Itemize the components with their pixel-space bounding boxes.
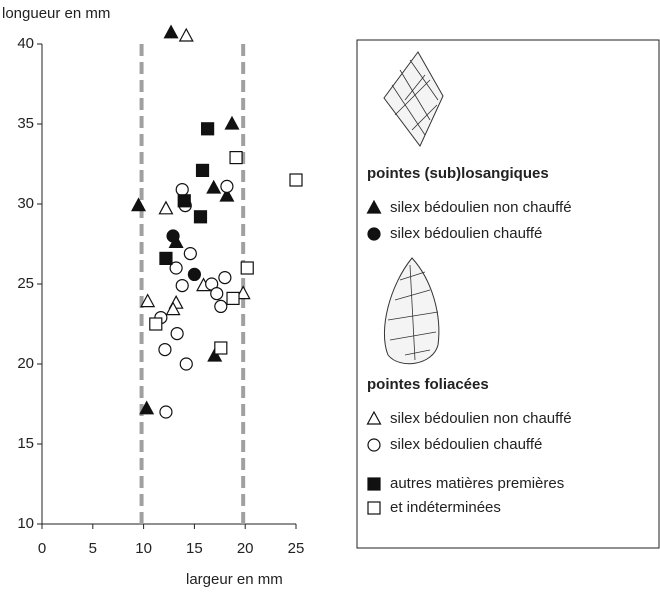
x-tick-label: 20 [237,540,254,557]
triangle-point [140,293,156,308]
triangle-point [219,187,235,202]
legend-box [356,39,660,549]
circle-point [214,299,228,313]
x-tick-label: 10 [135,540,152,557]
triangle-point [163,24,179,39]
square-point [229,151,243,165]
circle-point [183,247,197,261]
square-point [193,210,208,224]
legend-marker [367,501,381,515]
legend-group-title: pointes foliacées [367,376,489,393]
triangle-point [206,179,222,194]
legend-label: et indéterminées [390,499,501,516]
legend-label: silex bédoulien non chauffé [390,199,572,216]
triangle-point [158,200,174,215]
x-tick-label: 15 [186,540,203,557]
circle-point [170,327,184,341]
legend-marker [367,438,381,452]
y-tick-label: 25 [17,275,34,292]
circle-point [187,267,201,281]
square-point [201,122,215,136]
square-point [214,341,228,355]
square-point [149,317,163,331]
legend-group-title: pointes (sub)losangiques [367,165,549,182]
rhombus-point-drawing [383,51,444,147]
y-tick-label: 15 [17,435,34,452]
circle-point [175,279,189,293]
square-point [289,173,303,187]
square-point [177,194,191,208]
triangle-point [178,27,194,42]
legend-marker [366,199,382,214]
y-tick-label: 10 [17,515,34,532]
x-tick-label: 25 [288,540,305,557]
leaf-point-drawing [383,257,440,365]
circle-point [220,179,234,193]
square-point [240,261,254,275]
legend-label: silex bédoulien chauffé [390,225,542,242]
circle-point [159,405,173,419]
triangle-point [207,347,223,362]
circle-point [158,343,172,357]
legend-label: autres matières premières [390,475,564,492]
legend-marker [367,477,381,491]
square-point [226,291,240,305]
x-axis-label: largeur en mm [186,571,283,588]
y-tick-label: 35 [17,115,34,132]
circle-point [210,287,224,301]
circle-point [218,271,232,285]
circle-point [175,183,189,197]
triangle-point [131,197,147,212]
y-tick-label: 30 [17,195,34,212]
x-tick-label: 0 [38,540,46,557]
triangle-point [139,400,155,415]
legend-marker [367,227,381,241]
y-tick-label: 40 [17,35,34,52]
square-point [159,251,173,265]
legend-marker [366,410,382,425]
legend-label: silex bédoulien non chauffé [390,410,572,427]
y-tick-label: 20 [17,355,34,372]
circle-point [166,229,180,243]
circle-point [179,357,193,371]
legend-label: silex bédoulien chauffé [390,436,542,453]
x-tick-label: 5 [89,540,97,557]
triangle-point [165,301,181,316]
circle-point [169,261,183,275]
y-axis-label: longueur en mm [2,5,110,22]
square-point [195,163,210,177]
triangle-point [224,115,240,130]
triangle-point [235,285,251,300]
